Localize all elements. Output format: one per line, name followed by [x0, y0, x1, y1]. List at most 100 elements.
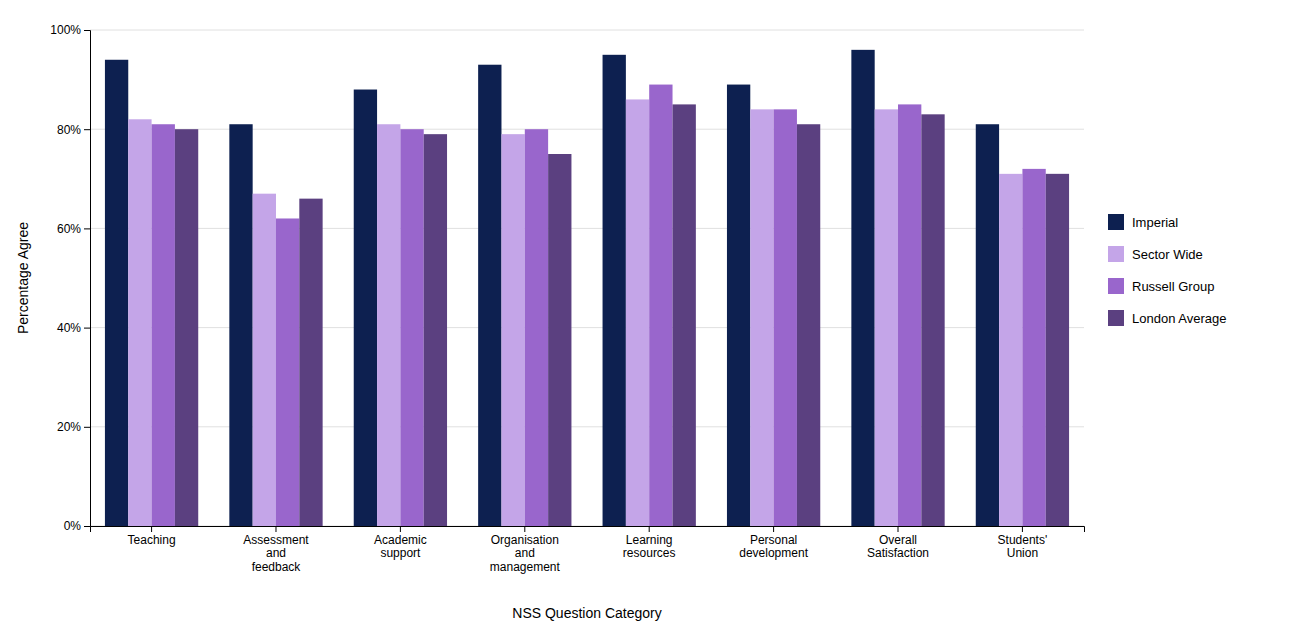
- bar: [299, 199, 322, 526]
- x-tick: OverallSatisfaction: [867, 526, 929, 560]
- tick-label-line: Students': [998, 533, 1048, 547]
- legend-item: London Average: [1108, 310, 1226, 326]
- tick-label-line: Union: [1007, 546, 1038, 560]
- x-axis-title: NSS Question Category: [512, 605, 661, 621]
- bar: [898, 104, 921, 526]
- y-tick: 100%: [50, 23, 90, 37]
- tick-mark: [275, 526, 276, 532]
- tick-mark: [898, 526, 899, 532]
- tick-label-line: and: [515, 546, 535, 560]
- x-tick: Teaching: [128, 526, 176, 547]
- x-tick: Assessmentandfeedback: [243, 526, 309, 574]
- x-tick: Academicsupport: [374, 526, 427, 560]
- bar: [175, 129, 198, 526]
- bar: [229, 124, 252, 526]
- tick-mark: [84, 228, 90, 229]
- tick-mark: [84, 526, 90, 527]
- tick-mark: [151, 526, 152, 532]
- legend-item: Sector Wide: [1108, 246, 1203, 262]
- bars: [105, 50, 1069, 526]
- bar: [276, 218, 299, 526]
- bar: [501, 134, 524, 526]
- legend-swatch: [1108, 246, 1124, 262]
- bar: [875, 109, 898, 526]
- legend-label: London Average: [1132, 311, 1226, 326]
- y-tick: 80%: [57, 123, 90, 137]
- tick-label-line: Personal: [750, 533, 797, 547]
- y-axis-title: Percentage Agree: [15, 222, 31, 334]
- tick-label: Assessmentandfeedback: [243, 533, 309, 575]
- tick-label: Students'Union: [998, 533, 1048, 561]
- y-axis: 0% 20% 40% 60% 80% 100%: [50, 23, 90, 533]
- y-tick: 20%: [57, 420, 90, 434]
- tick-label: 0%: [64, 519, 82, 533]
- legend-swatch: [1108, 310, 1124, 326]
- bar: [921, 114, 944, 526]
- bar: [774, 109, 797, 526]
- tick-mark: [773, 526, 774, 532]
- tick-mark: [400, 526, 401, 532]
- bar: [750, 109, 773, 526]
- tick-label: Academicsupport: [374, 533, 427, 561]
- y-tick: 0%: [64, 519, 90, 533]
- tick-label: 100%: [50, 23, 81, 37]
- axis-domain: [84, 31, 91, 527]
- bar: [797, 124, 820, 526]
- tick-label: 40%: [57, 321, 81, 335]
- tick-label-line: and: [266, 546, 286, 560]
- bar: [999, 174, 1022, 526]
- bar: [253, 194, 276, 526]
- grid-line: [90, 30, 1084, 31]
- bar: [377, 124, 400, 526]
- legend-item: Imperial: [1108, 214, 1178, 230]
- tick-mark: [524, 526, 525, 532]
- bar: [128, 119, 151, 526]
- tick-label-line: Learning: [626, 533, 673, 547]
- y-tick: 60%: [57, 222, 90, 236]
- bar-series: [128, 99, 1022, 526]
- tick-mark: [1022, 526, 1023, 532]
- bar: [400, 129, 423, 526]
- tick-label-line: management: [490, 560, 561, 574]
- legend: Imperial Sector Wide Russell Group London A…: [1108, 214, 1226, 326]
- tick-label: Personaldevelopment: [739, 533, 808, 561]
- bar-series: [175, 104, 1069, 526]
- plot: 0% 20% 40% 60% 80% 100% Teaching Assessmentandf…: [50, 23, 1084, 574]
- bar: [1022, 169, 1045, 526]
- chart: 0% 20% 40% 60% 80% 100% Teaching Assessmentandf…: [0, 0, 1294, 636]
- x-tick: Organisationandmanagement: [490, 526, 561, 574]
- bar: [851, 50, 874, 526]
- x-tick: Students'Union: [998, 526, 1048, 560]
- bar-series: [105, 50, 999, 526]
- tick-mark: [84, 30, 90, 31]
- tick-mark: [649, 526, 650, 532]
- bar: [424, 134, 447, 526]
- grid: [90, 30, 1084, 526]
- tick-label: 80%: [57, 123, 81, 137]
- bar: [354, 90, 377, 526]
- x-tick: Learningresources: [623, 526, 676, 560]
- bar: [603, 55, 626, 526]
- tick-label: Organisationandmanagement: [490, 533, 561, 575]
- legend-label: Sector Wide: [1132, 247, 1203, 262]
- bar: [649, 85, 672, 526]
- legend-swatch: [1108, 278, 1124, 294]
- tick-mark: [84, 129, 90, 130]
- bar: [105, 60, 128, 526]
- bar: [548, 154, 571, 526]
- legend-label: Russell Group: [1132, 279, 1214, 294]
- tick-label: OverallSatisfaction: [867, 533, 929, 561]
- tick-label-line: Academic: [374, 533, 427, 547]
- tick-label-line: Overall: [879, 533, 917, 547]
- tick-label-line: Organisation: [491, 533, 559, 547]
- tick-label: 60%: [57, 222, 81, 236]
- tick-label-line: resources: [623, 546, 676, 560]
- tick-label-line: Assessment: [243, 533, 309, 547]
- y-tick: 40%: [57, 321, 90, 335]
- tick-label-line: Teaching: [128, 533, 176, 547]
- bar: [525, 129, 548, 526]
- axis-domain: [91, 527, 1085, 533]
- legend-swatch: [1108, 214, 1124, 230]
- bar: [478, 65, 501, 526]
- legend-item: Russell Group: [1108, 278, 1214, 294]
